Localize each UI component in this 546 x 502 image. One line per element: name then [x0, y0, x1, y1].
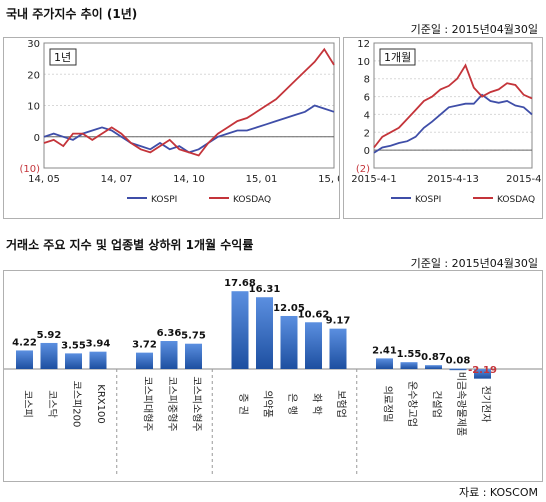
bar [425, 365, 442, 369]
bar [256, 297, 273, 369]
y-tick-label: 10 [357, 57, 370, 68]
bar-value-label: 0.08 [446, 356, 471, 367]
source-note: 자료 : KOSCOM [458, 486, 538, 499]
category-label: 의약품 [262, 390, 274, 418]
bar-value-label: 17.68 [224, 278, 256, 289]
bar-value-label: 12.05 [273, 303, 305, 314]
bar-value-label: 16.31 [249, 284, 281, 295]
category-label: KRX100 [95, 384, 106, 423]
bar-value-label: 0.87 [421, 352, 446, 363]
bar [305, 322, 322, 369]
bar [185, 343, 202, 369]
period-tag: 1년 [54, 51, 71, 64]
y-tick-label: 10 [27, 102, 40, 113]
category-label: 코스피중형주 [166, 376, 178, 431]
bar [40, 342, 58, 369]
bar-value-label: 3.94 [86, 339, 111, 350]
bar [280, 315, 298, 369]
bar [16, 350, 33, 369]
y-tick-label: 0 [364, 146, 370, 157]
one-year-chart-panel: 30 20 10 0 (10)14, 05 14, 07 14, 10 15, 01 15, 0… [3, 37, 350, 219]
bar [65, 353, 82, 369]
bar [160, 341, 178, 369]
category-label: 코스피대형주 [142, 376, 154, 431]
series-line-kosdaq [43, 47, 335, 157]
bar [376, 358, 393, 369]
period-tag: 1개월 [384, 51, 411, 64]
section2-date-note: 기준일 : 2015년04월30일 [410, 257, 538, 270]
category-label: 비금속광물제품 [455, 372, 467, 436]
bar [231, 291, 249, 369]
series-line-kospi [373, 93, 533, 154]
x-tick-label: 2015-4-1 [351, 174, 396, 185]
bar-value-label: 9.17 [326, 316, 351, 327]
y-tick-label: 4 [364, 110, 370, 121]
bar-value-label: 1.55 [397, 349, 422, 360]
bar-value-label: 10.62 [298, 309, 330, 320]
section1-title: 국내 주가지수 추이 (1년) [6, 7, 138, 21]
section1-date-note: 기준일 : 2015년04월30일 [410, 23, 538, 36]
category-label: 코스피 [22, 390, 34, 418]
bar [136, 352, 153, 369]
bar-value-label: 5.92 [37, 330, 62, 341]
y-tick-label: 20 [27, 70, 40, 81]
period-tag-box [379, 48, 416, 66]
bar-value-label: -2.19 [468, 365, 497, 376]
category-label: 전기전자 [480, 386, 492, 423]
series-line-kosdaq [373, 63, 533, 149]
bar-value-label: 6.36 [157, 328, 182, 339]
category-label: 코스닥 [46, 390, 58, 418]
bar-value-label: 3.72 [132, 340, 157, 351]
returns-bar-chart: 4.22 코스피 5.92 코스닥 3.55 코스피200 3.94 KRX100 3.72 코스… [4, 278, 542, 476]
category-label: 보험업 [335, 390, 348, 418]
category-label: 운수창고업 [406, 381, 419, 427]
period-tag-box [49, 48, 77, 66]
x-tick-label: 14, 05 [28, 174, 60, 185]
bar-value-label: 2.41 [372, 345, 397, 356]
category-label: 건설업 [431, 390, 444, 418]
legend-label-kospi: KOSPI [151, 195, 177, 205]
y-tick-label: 12 [357, 39, 370, 50]
plot-area-border [43, 42, 335, 169]
bar [474, 369, 491, 379]
x-tick-label: 15, 01 [246, 174, 278, 185]
category-label: 의료정밀 [382, 386, 394, 423]
series-line-kospi [43, 104, 335, 154]
one-month-chart-panel: 12 10 8 6 4 2 0 (2)2015-4-1 2015-4-13 2015-4-25 1개… [343, 37, 546, 219]
one-month-line-chart: 12 10 8 6 4 2 0 (2)2015-4-1 2015-4-13 2015-4-25 1개… [351, 39, 546, 205]
x-tick-label: 2015-4-25 [506, 174, 542, 185]
one-year-line-chart: 30 20 10 0 (10)14, 05 14, 07 14, 10 15, 01 15, 0… [19, 39, 349, 205]
bar-value-label: 5.75 [181, 331, 206, 342]
y-tick-label: (10) [19, 164, 40, 175]
category-label: 은 행 [286, 393, 298, 415]
x-tick-label: 2015-4-13 [427, 174, 479, 185]
bar-value-label: 3.55 [61, 340, 86, 351]
legend-label-kosdaq: KOSDAQ [497, 195, 535, 205]
legend-label-kosdaq: KOSDAQ [233, 195, 271, 205]
y-tick-label: 0 [34, 133, 40, 144]
y-tick-label: 2 [364, 128, 370, 139]
y-tick-label: 8 [364, 75, 370, 86]
section2-title: 거래소 주요 지수 및 업종별 상하위 1개월 수익률 [6, 238, 254, 252]
category-label: 증 권 [237, 393, 249, 415]
bar [400, 362, 418, 369]
bar [89, 351, 107, 369]
x-tick-label: 14, 10 [173, 174, 205, 185]
category-label: 코스피200 [71, 381, 83, 428]
returns-bar-chart-panel: 4.22 코스피 5.92 코스닥 3.55 코스피200 3.94 KRX100 3.72 코스… [3, 270, 543, 482]
x-tick-label: 14, 07 [101, 174, 133, 185]
y-tick-label: 30 [27, 39, 40, 50]
category-label: 코스피소형주 [191, 376, 203, 431]
y-tick-label: 6 [364, 93, 370, 104]
bar [329, 328, 347, 369]
legend-label-kospi: KOSPI [415, 195, 441, 205]
x-tick-label: 15, 04 [318, 174, 339, 185]
plot-area-border [373, 42, 533, 169]
category-label: 화 학 [311, 393, 323, 415]
bar [449, 368, 467, 371]
y-tick-label: (2) [356, 164, 370, 175]
bar-value-label: 4.22 [12, 337, 37, 348]
